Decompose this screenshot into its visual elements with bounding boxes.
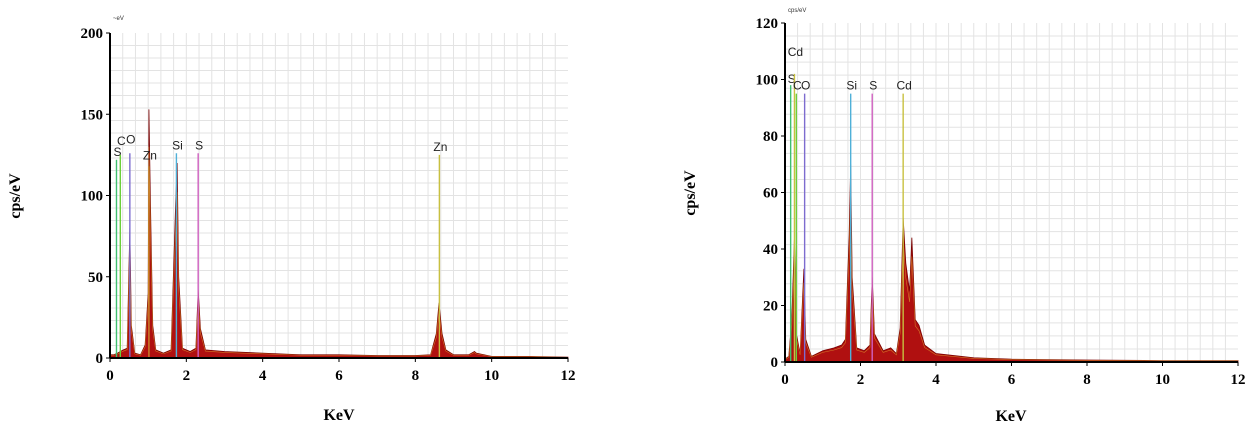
x-tick-label: 4: [259, 368, 267, 384]
element-label: C: [793, 79, 802, 93]
y-tick-label: 100: [81, 189, 104, 205]
element-label: S: [195, 138, 203, 152]
x-tick-label: 12: [561, 368, 576, 384]
element-markers: S Cd C O Si S Cd: [788, 45, 912, 362]
spectrum-highlight: [110, 146, 569, 358]
y-axis-label: cps/eV: [7, 173, 24, 219]
y-tick-label: 20: [763, 299, 778, 315]
x-tick-label: 8: [412, 368, 420, 384]
x-tick-label: 6: [1008, 372, 1016, 388]
grid: [110, 33, 568, 358]
x-axis-label: KeV: [323, 407, 355, 424]
y-tick-label: 60: [763, 186, 778, 202]
element-label: O: [126, 132, 135, 146]
x-tick-label: 0: [781, 372, 789, 388]
element-label: S: [113, 145, 121, 159]
x-tick-label: 4: [932, 372, 940, 388]
unit-label: cps/eV: [788, 8, 806, 14]
y-tick-label: 50: [88, 270, 103, 286]
chart-2: S Cd C O Si S Cd 0 20 40 60 80 100 120 0 2 4 6 8 10 12 cps/eV…: [682, 8, 1246, 425]
element-label: S: [788, 72, 796, 86]
grid: [785, 23, 1238, 362]
y-tick-label: 150: [81, 107, 104, 123]
unit-label: ~eV: [113, 16, 124, 22]
x-tick-label: 12: [1231, 372, 1246, 388]
y-tick-label: 120: [756, 16, 779, 32]
x-tick-label: 2: [857, 372, 865, 388]
x-tick-label: 0: [106, 368, 114, 384]
element-label: Zn: [433, 140, 447, 154]
x-tick-label: 10: [484, 368, 499, 384]
x-tick-label: 10: [1155, 372, 1170, 388]
x-tick-label: 8: [1083, 372, 1091, 388]
element-label: S: [869, 79, 877, 93]
y-tick-label: 0: [771, 355, 779, 371]
y-axis-label: cps/eV: [682, 170, 699, 216]
element-label: Zn: [143, 148, 157, 162]
y-tick-label: 200: [81, 26, 104, 42]
y-tick-label: 40: [763, 242, 778, 258]
element-label: Cd: [788, 45, 803, 59]
y-tick-label: 80: [763, 129, 778, 145]
element-label: Cd: [896, 79, 911, 93]
element-label: O: [801, 79, 810, 93]
element-label: C: [117, 134, 126, 148]
element-label: Si: [846, 79, 857, 93]
x-axis-label: KeV: [995, 408, 1027, 425]
x-tick-label: 2: [183, 368, 191, 384]
x-tick-label: 6: [335, 368, 343, 384]
y-tick-label: 0: [96, 351, 104, 367]
y-tick-label: 100: [756, 73, 779, 89]
element-label: Si: [172, 138, 183, 152]
